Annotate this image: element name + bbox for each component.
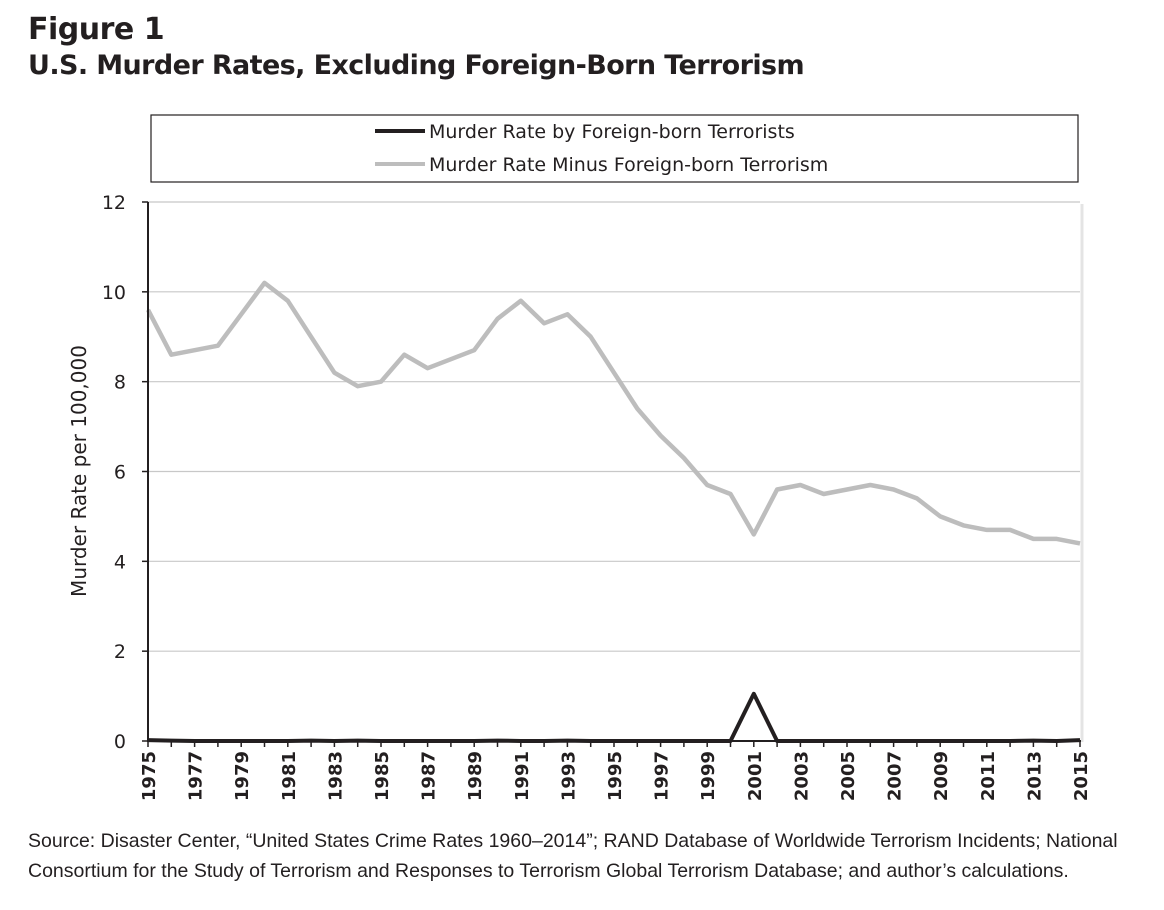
x-tick-label: 1987 bbox=[419, 751, 440, 801]
x-tick-label: 1975 bbox=[139, 751, 160, 801]
y-tick-label: 0 bbox=[114, 731, 126, 753]
x-tick-label: 1983 bbox=[325, 751, 346, 801]
x-tick-label: 1995 bbox=[605, 751, 626, 801]
figure-title: U.S. Murder Rates, Excluding Foreign-Bor… bbox=[28, 50, 805, 81]
y-tick-label: 2 bbox=[114, 641, 126, 663]
x-tick-label: 1981 bbox=[279, 751, 300, 801]
x-tick-label: 2003 bbox=[791, 751, 812, 801]
gridlines bbox=[148, 201, 1080, 652]
x-tick-label: 2007 bbox=[885, 751, 906, 801]
x-tick-label: 1977 bbox=[186, 751, 207, 801]
y-tick-label: 4 bbox=[114, 551, 126, 573]
legend-label-minus-terrorism: Murder Rate Minus Foreign-born Terrorism bbox=[429, 154, 828, 176]
x-tick-label: 2015 bbox=[1071, 751, 1092, 801]
x-tick-label: 2011 bbox=[978, 751, 999, 801]
series-line-minus-terrorism bbox=[146, 280, 1081, 546]
y-tick-label: 10 bbox=[102, 282, 126, 304]
x-tick-label: 1979 bbox=[232, 751, 253, 801]
source-note: Source: Disaster Center, “United States … bbox=[28, 830, 1118, 882]
y-axis-ticks: 0 2 4 6 8 10 12 bbox=[102, 192, 148, 753]
x-tick-label: 1997 bbox=[652, 751, 673, 801]
x-tick-label: 2001 bbox=[745, 751, 766, 801]
y-tick-label: 6 bbox=[114, 462, 126, 484]
legend-box bbox=[150, 114, 1079, 183]
y-tick-label: 8 bbox=[114, 372, 126, 394]
x-axis-ticks: 1975 1977 1979 1981 1983 1985 1987 1989 1991 1993… bbox=[139, 741, 1092, 801]
figure-label: Figure 1 bbox=[28, 12, 165, 47]
x-tick-label: 1985 bbox=[372, 751, 393, 801]
x-tick-label: 1989 bbox=[465, 751, 486, 801]
x-tick-label: 1993 bbox=[558, 751, 579, 801]
legend-label-terrorists: Murder Rate by Foreign-born Terrorists bbox=[429, 121, 795, 143]
y-axis-label: Murder Rate per 100,000 bbox=[67, 345, 91, 597]
x-tick-label: 2013 bbox=[1024, 751, 1045, 801]
y-tick-label: 12 bbox=[102, 192, 126, 214]
chart-legend: Murder Rate by Foreign-born Terrorists M… bbox=[150, 114, 1079, 183]
x-tick-label: 2005 bbox=[838, 751, 859, 801]
x-tick-label: 2009 bbox=[931, 751, 952, 801]
x-tick-label: 1991 bbox=[512, 751, 533, 801]
x-tick-label: 1999 bbox=[698, 751, 719, 801]
